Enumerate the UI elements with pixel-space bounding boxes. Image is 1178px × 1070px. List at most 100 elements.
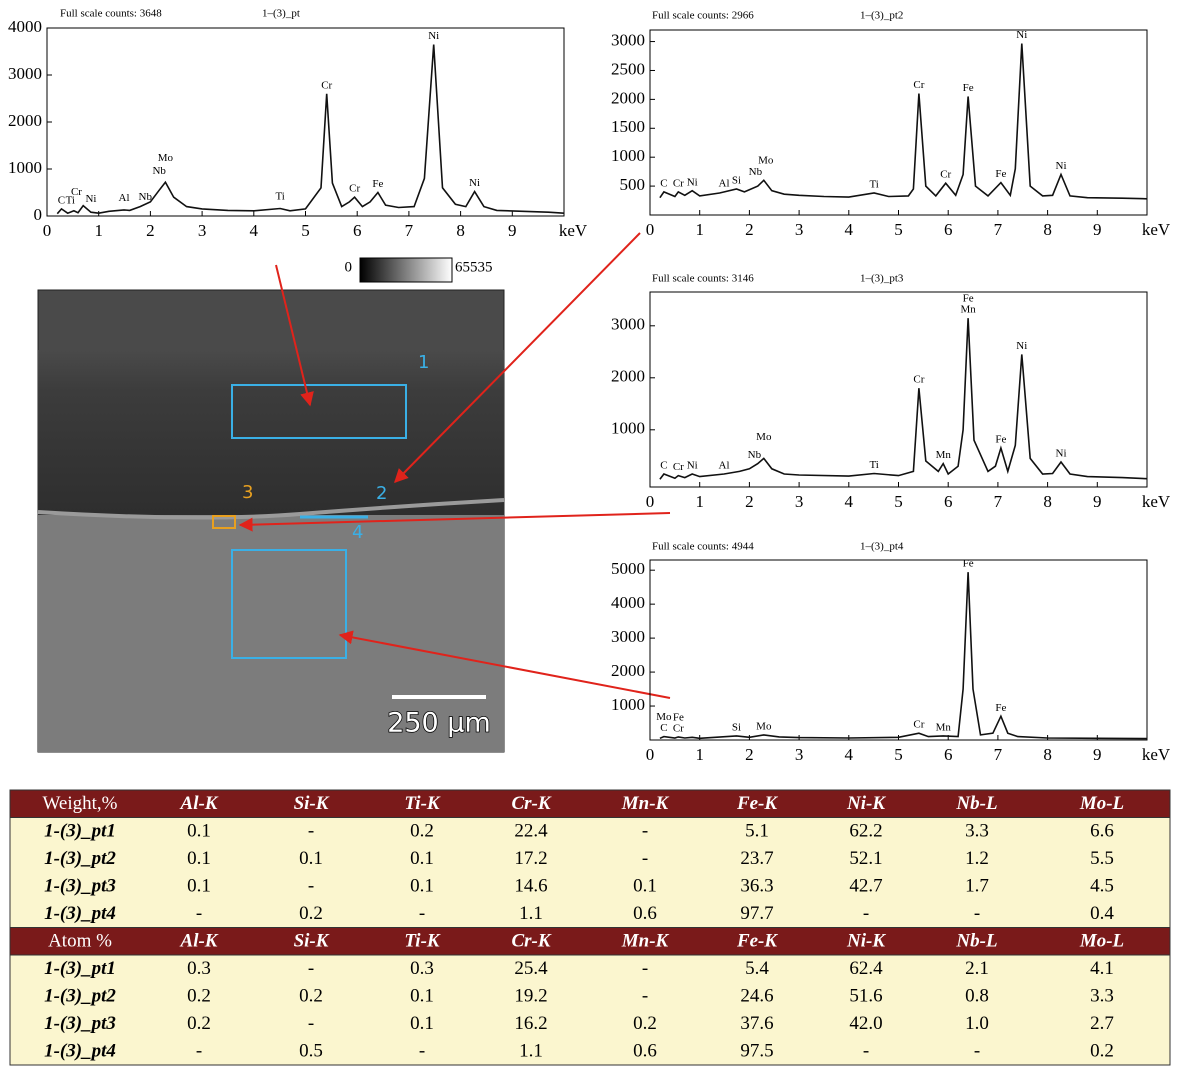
- peak-label: Al: [719, 460, 730, 472]
- x-tick-label: 8: [1043, 220, 1052, 239]
- spectrum-line: [659, 43, 1148, 200]
- table-cell: 97.5: [740, 1041, 773, 1062]
- sem-image: 1 2 3 4 250 μm: [37, 289, 505, 753]
- peak-label: Ti: [869, 459, 878, 471]
- table-cell: 5.1: [745, 821, 769, 842]
- colorbar-max: 65535: [455, 259, 493, 275]
- peak-label: C: [660, 460, 667, 472]
- x-tick-label: 7: [405, 221, 414, 240]
- peak-label: Mn: [960, 304, 976, 316]
- x-tick-label: 8: [456, 221, 465, 240]
- peak-label: Cr: [913, 79, 924, 91]
- table-header: Fe-K: [736, 931, 778, 952]
- x-tick-label: 0: [646, 220, 655, 239]
- x-tick-label: 0: [646, 745, 655, 764]
- peak-label: Mo: [756, 431, 772, 443]
- plot-frame: [46, 27, 565, 217]
- chart-header: Full scale counts: 2966: [652, 10, 754, 22]
- peak-label: Si: [732, 721, 741, 733]
- x-tick-label: 6: [353, 221, 362, 240]
- x-tick-label: 5: [301, 221, 310, 240]
- table-cell: 97.7: [740, 903, 773, 924]
- table-cell: 0.8: [965, 986, 989, 1007]
- table-cell: -: [642, 848, 648, 869]
- x-tick-label: 3: [795, 220, 804, 239]
- x-tick-label: 6: [944, 492, 953, 511]
- region-label: 1: [418, 352, 429, 373]
- table-header: Weight,%: [43, 793, 118, 814]
- x-tick-label: 0: [646, 492, 655, 511]
- region-label: 3: [242, 482, 253, 503]
- table-cell: 23.7: [740, 848, 773, 869]
- plot-frame: [649, 291, 1148, 488]
- peak-label: Ni: [428, 30, 439, 42]
- table-cell: 2.1: [965, 958, 989, 979]
- peak-label: Fe: [963, 558, 974, 570]
- y-tick-label: 3000: [611, 315, 645, 334]
- arrow: [238, 512, 671, 532]
- table-header-bg: [9, 927, 1171, 956]
- table-cell: 0.1: [410, 1013, 434, 1034]
- table-cell: 14.6: [514, 876, 547, 897]
- table-cell: 2.7: [1090, 1013, 1114, 1034]
- table-cell: -: [642, 986, 648, 1007]
- x-tick-label: 4: [250, 221, 259, 240]
- table-cell: 0.1: [633, 876, 657, 897]
- y-tick-label: 3000: [611, 627, 645, 646]
- table-cell: 42.7: [849, 876, 882, 897]
- table-cell: 1-(3)_pt2: [44, 986, 116, 1007]
- peak-label: Mn: [936, 721, 952, 733]
- x-tick-label: 1: [695, 492, 704, 511]
- table-header: Ti-K: [404, 931, 441, 952]
- table-cell: 3.3: [965, 821, 989, 842]
- x-tick-label: 6: [944, 745, 953, 764]
- table-header: Atom %: [48, 931, 112, 952]
- x-tick-label: 5: [894, 492, 903, 511]
- table-header: Ni-K: [846, 793, 886, 814]
- table-cell: 36.3: [740, 876, 773, 897]
- peak-label: Cr: [71, 186, 82, 198]
- arrow: [394, 232, 641, 483]
- chart-header: Full scale counts: 3648: [60, 8, 162, 20]
- peak-label: Ni: [85, 193, 96, 205]
- table-cell: 5.4: [745, 958, 769, 979]
- table-cell: 6.6: [1090, 821, 1114, 842]
- peak-label: Nb: [748, 449, 762, 461]
- y-tick-label: 2500: [611, 59, 645, 78]
- table-header: Al-K: [180, 793, 219, 814]
- peak-label: Ni: [1016, 340, 1027, 352]
- peak-label: Fe: [673, 711, 684, 723]
- peak-label: Nb: [139, 191, 153, 203]
- peak-label: Si: [732, 175, 741, 187]
- table-header: Mo-L: [1079, 793, 1124, 814]
- fusion-line: [37, 498, 505, 520]
- y-tick-label: 0: [34, 205, 43, 224]
- peak-label: Fe: [372, 178, 383, 190]
- table-cell: -: [419, 903, 425, 924]
- region-box: [231, 384, 407, 439]
- x-tick-label: 8: [1043, 492, 1052, 511]
- table-cell: 1-(3)_pt2: [44, 848, 116, 869]
- table-cell: 1-(3)_pt1: [44, 821, 116, 842]
- x-tick-label: 2: [745, 220, 754, 239]
- table-cell: 1-(3)_pt3: [44, 1013, 116, 1034]
- table-cell: 25.4: [514, 958, 548, 979]
- peak-label: Ti: [66, 194, 75, 206]
- x-tick-label: 2: [146, 221, 155, 240]
- table-cell: -: [642, 821, 648, 842]
- table-cell: 0.2: [299, 986, 323, 1007]
- x-tick-label: 9: [1093, 492, 1102, 511]
- region-label: 2: [376, 483, 387, 504]
- table-cell: 0.6: [633, 903, 657, 924]
- spectrum-line: [659, 318, 1148, 480]
- plot-frame: [649, 559, 1148, 741]
- table-cell: 1-(3)_pt3: [44, 876, 116, 897]
- x-axis-label: keV: [1142, 220, 1171, 239]
- table-cell: 0.3: [187, 958, 211, 979]
- y-tick-label: 2000: [611, 661, 645, 680]
- arrow: [275, 264, 314, 407]
- peak-label: Ni: [1016, 29, 1027, 41]
- peak-label: Cr: [349, 183, 360, 195]
- peak-label: Nb: [749, 166, 763, 178]
- y-tick-label: 1000: [8, 158, 42, 177]
